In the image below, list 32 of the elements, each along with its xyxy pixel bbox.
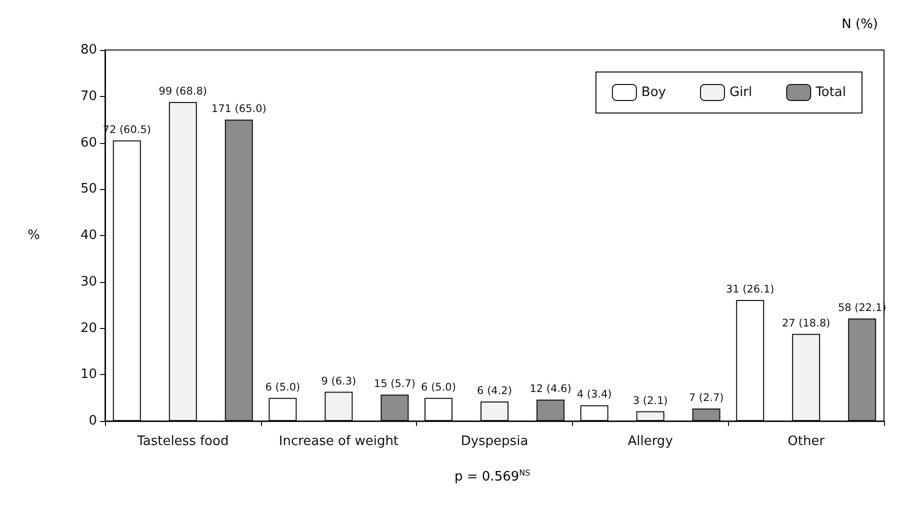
data-label: 9 (6.3) bbox=[321, 375, 356, 388]
data-label: 15 (5.7) bbox=[374, 378, 416, 390]
text: N (%) bbox=[842, 17, 878, 32]
data-label: 6 (5.0) bbox=[265, 381, 300, 394]
y-tick-label: 20 bbox=[80, 320, 97, 336]
legend-label: Girl bbox=[729, 85, 752, 100]
data-label: 3 (2.1) bbox=[632, 394, 668, 407]
data-label: 12 (4.6) bbox=[530, 383, 572, 396]
x-tick-label: Tasteless food bbox=[136, 434, 229, 449]
y-tick-label: 10 bbox=[80, 367, 97, 382]
y-axis-title: % bbox=[28, 228, 40, 243]
x-tick-label: Allergy bbox=[628, 434, 674, 449]
x-tick-label: Other bbox=[788, 434, 826, 449]
legend-label: Boy bbox=[641, 85, 666, 100]
data-label: 27 (18.8) bbox=[782, 317, 830, 330]
y-tick-label: 70 bbox=[80, 88, 97, 104]
y-tick-label: 30 bbox=[80, 274, 97, 290]
y-tick-label: 0 bbox=[88, 414, 97, 428]
data-label: 7 (2.7) bbox=[688, 392, 724, 404]
y-tick-label: 80 bbox=[80, 42, 97, 58]
y-tick-label: 50 bbox=[80, 182, 97, 197]
data-label: 31 (26.1) bbox=[726, 283, 774, 296]
data-label: 99 (68.8) bbox=[158, 85, 208, 98]
data-label: 171 (65.0) bbox=[211, 103, 266, 116]
legend-label: Total bbox=[814, 85, 846, 100]
data-label: 4 (3.4) bbox=[576, 388, 612, 401]
data-label: 6 (4.2) bbox=[477, 385, 512, 398]
y-tick-label: 40 bbox=[80, 228, 97, 243]
x-tick-label: Increase of weight bbox=[278, 434, 399, 449]
y-tick-label: 60 bbox=[80, 135, 97, 150]
data-label: 6 (5.0) bbox=[421, 381, 456, 394]
x-tick-label: Dyspepsia bbox=[460, 434, 528, 449]
